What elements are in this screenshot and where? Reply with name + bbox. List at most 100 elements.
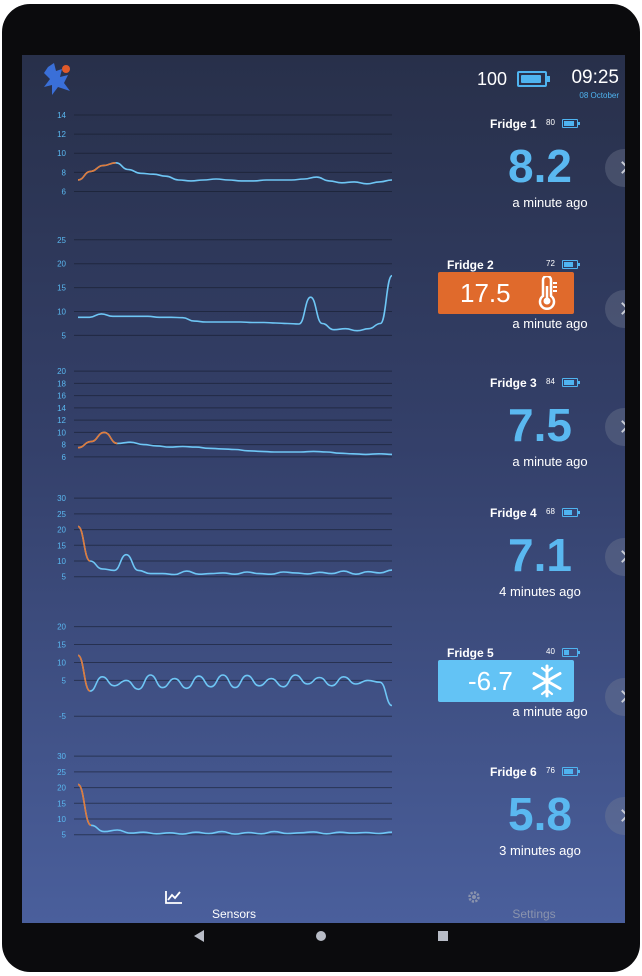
- chart-tick-label: 8: [62, 168, 67, 177]
- home-icon[interactable]: [316, 931, 326, 941]
- chart-tick-label: 14: [57, 111, 66, 120]
- sensor-last-update: a minute ago: [512, 195, 588, 210]
- chart-tick-label: 20: [57, 784, 66, 793]
- app-screen: 100 09:25 08 October 14 12 10 8 6 25 20 15 10 5 20…: [22, 55, 625, 923]
- sensor-battery-percent: 80: [546, 118, 555, 127]
- sensor-value: 7.1: [508, 529, 572, 581]
- chevron-right-icon[interactable]: [605, 408, 625, 446]
- sensor-charts: 14 12 10 8 6 25 20 15 10 5 20 18 16 14 12 10 8 6 30 25 20 15 1…: [57, 111, 393, 840]
- chevron-right-icon[interactable]: [605, 797, 625, 835]
- chart-tick-label: 6: [62, 187, 67, 196]
- snowflake-icon: [532, 664, 562, 698]
- sensor-panel[interactable]: Fridge 5 40 -6.7 a minute ago: [422, 646, 625, 776]
- sensor-alarm-segment: [77, 783, 92, 827]
- chevron-right-icon[interactable]: [605, 538, 625, 576]
- chart-tick-label: 25: [57, 510, 66, 519]
- sensor-name: Fridge 1: [490, 117, 537, 131]
- sensor-name: Fridge 5: [447, 646, 494, 660]
- thermometer-icon: [538, 276, 557, 310]
- battery-icon: [562, 119, 580, 128]
- chart-tick-label: 30: [57, 494, 66, 503]
- sensor-battery-percent: 76: [546, 766, 555, 775]
- sensor-temperature-line: [77, 274, 393, 332]
- sensor-battery-percent: 84: [546, 377, 555, 386]
- sensor-battery-percent: 40: [546, 647, 555, 656]
- sensor-temperature-line: [77, 161, 393, 185]
- sensor-last-update: a minute ago: [512, 454, 588, 469]
- gear-icon: [468, 891, 480, 903]
- sensor-temperature-line: [77, 525, 393, 576]
- chart-tick-label: 12: [57, 416, 66, 425]
- sensor-panel[interactable]: Fridge 3 84 7.5 a minute ago: [422, 376, 625, 506]
- device-battery-percent: 100: [476, 69, 507, 89]
- sensor-panel[interactable]: Fridge 1 80 8.2 a minute ago: [422, 117, 625, 247]
- chart-tick-label: 6: [62, 453, 67, 462]
- chart-tick-label: 12: [57, 130, 66, 139]
- sensor-alarm-box: -6.7: [438, 660, 574, 702]
- sensor-value: 5.8: [508, 788, 572, 840]
- sensor-value: 17.5: [460, 278, 511, 308]
- clock-time: 09:25: [571, 67, 619, 88]
- sensor-temperature-line: [77, 654, 393, 707]
- sensor-value: 7.5: [508, 399, 572, 451]
- sensor-alarm-segment: [77, 431, 118, 449]
- chart-tick-label: 10: [57, 308, 66, 317]
- chart-tick-label: 20: [57, 526, 66, 535]
- sensor-panel[interactable]: Fridge 4 68 7.1 4 minutes ago: [422, 506, 625, 636]
- back-icon[interactable]: [194, 930, 204, 942]
- tablet-frame: 100 09:25 08 October 14 12 10 8 6 25 20 15 10 5 20…: [2, 4, 640, 972]
- nav-sensors-tab[interactable]: Sensors: [114, 885, 256, 923]
- chart-tick-label: 5: [62, 331, 67, 340]
- chart-tick-label: 18: [57, 379, 66, 388]
- clock-date: 08 October: [579, 91, 619, 100]
- sensor-alarm-box: 17.5: [438, 272, 574, 314]
- chart-tick-label: 20: [57, 623, 66, 632]
- nav-sensors-label: Sensors: [211, 907, 257, 921]
- chart-tick-label: 15: [57, 799, 66, 808]
- chart-tick-label: 15: [57, 641, 66, 650]
- chart-tick-label: 25: [57, 236, 66, 245]
- battery-icon: [562, 378, 580, 387]
- chart-tick-label: 14: [57, 404, 66, 413]
- chart-tick-label: -5: [59, 712, 67, 721]
- sensor-panel[interactable]: Fridge 2 72 17.5 a minute ago: [422, 258, 625, 388]
- sensor-temperature-line: [77, 783, 393, 835]
- nav-settings-label: Settings: [512, 907, 556, 921]
- sensor-panel[interactable]: Fridge 6 76 5.8 3 minutes ago: [422, 765, 625, 895]
- chart-tick-label: 25: [57, 768, 66, 777]
- sensor-value: 8.2: [508, 140, 572, 192]
- chart-tick-label: 10: [57, 658, 66, 667]
- chevron-right-icon[interactable]: [605, 290, 625, 328]
- sensor-alarm-segment: [77, 654, 91, 692]
- chart-tick-label: 8: [62, 441, 67, 450]
- sensor-alarm-segment: [77, 162, 116, 181]
- chart-tick-label: 5: [62, 676, 67, 685]
- chart-tick-label: 10: [57, 557, 66, 566]
- chevron-right-icon[interactable]: [605, 678, 625, 716]
- chevron-right-icon[interactable]: [605, 149, 625, 187]
- sensor-last-update: 4 minutes ago: [499, 584, 581, 599]
- sensor-alarm-segment: [77, 525, 91, 562]
- chart-tick-label: 15: [57, 541, 66, 550]
- chart-tick-label: 10: [57, 815, 66, 824]
- battery-icon: [562, 508, 580, 517]
- chart-line-icon: [165, 891, 182, 904]
- chart-tick-label: 15: [57, 284, 66, 293]
- app-logo-icon: [44, 63, 70, 95]
- chart-tick-label: 20: [57, 260, 66, 269]
- sensor-value: -6.7: [468, 666, 513, 696]
- sensor-temperature-line: [77, 431, 393, 456]
- recents-icon[interactable]: [438, 931, 448, 941]
- chart-tick-label: 16: [57, 392, 66, 401]
- sensor-battery-percent: 72: [546, 259, 555, 268]
- chart-tick-label: 10: [57, 149, 66, 158]
- sensor-name: Fridge 2: [447, 258, 494, 272]
- nav-settings-tab[interactable]: Settings: [414, 885, 556, 923]
- chart-tick-label: 10: [57, 428, 66, 437]
- sensor-last-update: 3 minutes ago: [499, 843, 581, 858]
- battery-icon: [562, 260, 580, 269]
- sensor-name: Fridge 6: [490, 765, 537, 779]
- sensor-battery-percent: 68: [546, 507, 555, 516]
- sensor-last-update: a minute ago: [512, 316, 588, 331]
- chart-tick-label: 5: [62, 831, 67, 840]
